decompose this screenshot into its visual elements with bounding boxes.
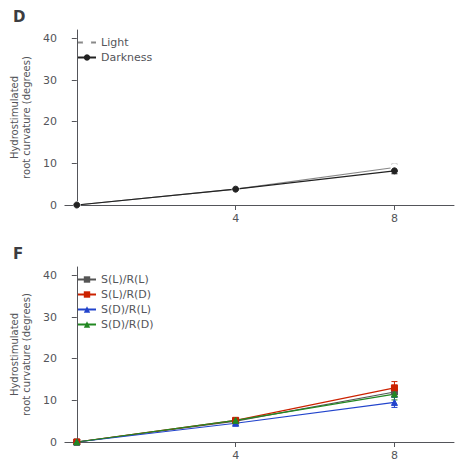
svg-text:40: 40	[43, 269, 57, 282]
svg-text:Hydrostimulated: Hydrostimulated	[9, 313, 20, 396]
svg-text:4: 4	[232, 449, 239, 462]
svg-text:Darkness: Darkness	[101, 51, 153, 64]
svg-text:10: 10	[43, 394, 57, 407]
svg-text:S(D)/R(L): S(D)/R(L)	[101, 303, 151, 316]
svg-text:40: 40	[43, 32, 57, 45]
svg-text:0: 0	[50, 436, 57, 449]
svg-text:root curvature (degrees): root curvature (degrees)	[21, 56, 32, 179]
svg-text:30: 30	[43, 74, 57, 87]
svg-text:S(D)/R(D): S(D)/R(D)	[101, 318, 153, 331]
svg-text:S(L)/R(L): S(L)/R(L)	[101, 273, 149, 286]
svg-text:8: 8	[391, 449, 398, 462]
svg-text:Hydrostimulated: Hydrostimulated	[9, 76, 20, 159]
svg-text:4: 4	[232, 212, 239, 225]
svg-text:10: 10	[43, 157, 57, 170]
svg-text:30: 30	[43, 311, 57, 324]
svg-text:root curvature (degrees): root curvature (degrees)	[21, 293, 32, 416]
svg-text:0: 0	[50, 199, 57, 212]
svg-text:S(L)/R(D): S(L)/R(D)	[101, 288, 151, 301]
svg-text:F: F	[13, 245, 23, 263]
svg-text:20: 20	[43, 115, 57, 128]
svg-text:D: D	[13, 8, 25, 26]
svg-text:20: 20	[43, 352, 57, 365]
svg-text:8: 8	[391, 212, 398, 225]
svg-text:Light: Light	[101, 36, 129, 49]
